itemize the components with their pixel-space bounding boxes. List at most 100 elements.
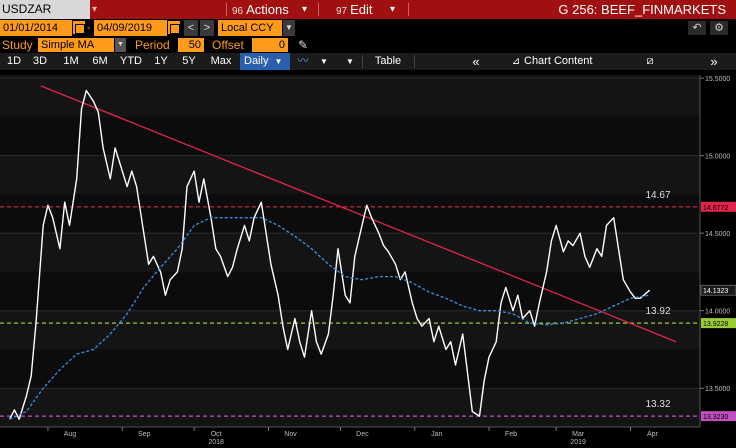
end-date-field[interactable]: 04/09/2019	[94, 20, 167, 36]
actions-label: Actions	[246, 2, 289, 17]
price-chart[interactable]: 14.67 13.92 13.32 13.5000 14.0000 14.5000 15.…	[0, 70, 736, 448]
x-tick-label: Jan	[431, 431, 442, 438]
period-input[interactable]: 50	[178, 38, 204, 52]
actions-caret-icon[interactable]: ▾	[302, 4, 308, 15]
chevron-down-icon: ▼	[274, 57, 283, 66]
actions-shortcut: 96	[232, 6, 244, 17]
study-select[interactable]: Simple MA	[38, 38, 114, 52]
line-chart-icon[interactable]: 〰	[297, 55, 309, 67]
chevron-down-icon[interactable]: ▼	[283, 20, 295, 36]
level-lines: 14.67 13.92 13.32	[0, 190, 700, 417]
background-band	[0, 233, 700, 272]
moving-average-line	[9, 217, 650, 420]
page-title: G 256: BEEF_FINMARKETS	[558, 2, 726, 17]
level-tag-label: 14.6772	[703, 205, 728, 212]
frequency-select[interactable]: Daily ▼	[240, 53, 290, 70]
gridlines	[0, 77, 700, 389]
edit-caret-icon[interactable]: ▾	[390, 4, 396, 15]
study-bar: Study Simple MA ▼ Period 50 Offset 0 ✎	[0, 37, 736, 53]
trendline-segment[interactable]	[40, 85, 677, 343]
x-tick-label: Sep	[138, 431, 151, 438]
y-tick-label: 14.0000	[705, 309, 730, 316]
x-tick-label: Nov	[284, 431, 297, 438]
timeframe-1d[interactable]: 1D	[6, 55, 22, 67]
offset-input[interactable]: 0	[252, 38, 288, 52]
background-band	[0, 75, 700, 117]
timeframe-max[interactable]: Max	[210, 55, 232, 67]
chart-toolbar: 1D 3D 1M 6M YTD 1Y 5Y Max Daily ▼ 〰 ▼ ▼ …	[0, 53, 736, 70]
edit-shortcut: 97	[336, 6, 348, 17]
undo-icon[interactable]: ↶	[688, 21, 706, 35]
trendline[interactable]	[40, 85, 677, 343]
timeframe-6m[interactable]: 6M	[92, 55, 108, 67]
background-band	[0, 194, 700, 234]
x-tick-year-label: 2019	[570, 439, 586, 446]
level-tag-label: 13.9228	[703, 321, 728, 328]
y-tick-label: 15.0000	[705, 154, 730, 161]
background-band	[0, 349, 700, 389]
divider	[414, 55, 415, 68]
background-bands	[0, 75, 700, 427]
y-tick-label: 13.5000	[705, 386, 730, 393]
level-label: 13.32	[645, 399, 670, 410]
settings-icon[interactable]: ⚙	[710, 21, 728, 35]
calendar-icon[interactable]	[168, 21, 180, 34]
divider	[408, 3, 409, 16]
currency-select[interactable]: Local CCY	[218, 20, 282, 36]
ticker-dropdown-icon[interactable]: ▾	[92, 4, 98, 15]
chart-content-icon: ⊿	[511, 56, 521, 67]
background-band	[0, 155, 700, 195]
table-button[interactable]: Table	[374, 55, 402, 67]
double-chevron-left-icon[interactable]: «	[472, 54, 480, 69]
x-tick-label: Feb	[505, 431, 517, 438]
y-tick-label: 14.5000	[705, 231, 730, 238]
timeframe-ytd[interactable]: YTD	[120, 55, 142, 67]
background-band	[0, 116, 700, 156]
chevron-down-icon[interactable]: ▼	[115, 38, 126, 52]
x-tick-year-label: 2018	[208, 439, 224, 446]
security-ticker[interactable]: USDZAR Curncy	[0, 0, 90, 35]
pencil-icon[interactable]: ✎	[297, 38, 309, 52]
study-label: Study	[2, 38, 33, 52]
x-tick-label: Mar	[572, 431, 585, 438]
edit-label: Edit	[350, 2, 373, 17]
divider	[226, 3, 227, 16]
level-tag	[701, 411, 736, 422]
level-label: 14.67	[645, 190, 670, 201]
edit-chart-icon[interactable]: ⧄	[646, 55, 654, 67]
level-tag	[701, 201, 736, 212]
chevron-down-icon[interactable]: ▼	[346, 57, 354, 66]
price-tags: 14.6772 13.9228 13.3230 14.1323	[700, 201, 736, 422]
x-tick-label: Oct	[211, 431, 222, 438]
next-range-icon[interactable]: >	[200, 20, 214, 36]
date-range-bar: 01/01/2014 - 04/09/2019 < > Local CCY ▼ …	[0, 19, 736, 37]
divider	[362, 55, 363, 68]
chevron-down-icon[interactable]: ▼	[320, 57, 328, 66]
timeframe-1m[interactable]: 1M	[63, 55, 79, 67]
timeframe-5y[interactable]: 5Y	[182, 55, 196, 67]
x-tick-label: Dec	[356, 431, 369, 438]
y-axis: 13.5000 14.0000 14.5000 15.0000 15.5000	[699, 75, 730, 427]
background-band	[0, 271, 700, 311]
background-band	[0, 388, 700, 427]
edit-menu-button[interactable]: 97 Edit	[336, 0, 373, 19]
background-band	[0, 310, 700, 350]
double-chevron-right-icon[interactable]: »	[710, 54, 718, 69]
calendar-icon[interactable]	[73, 21, 85, 34]
timeframe-1y[interactable]: 1Y	[154, 55, 168, 67]
chart-canvas[interactable]: 14.67 13.92 13.32 13.5000 14.0000 14.5000 15.…	[0, 70, 736, 448]
level-label: 13.92	[645, 306, 670, 317]
previous-range-icon[interactable]: <	[184, 20, 198, 36]
last-price-label: 14.1323	[703, 288, 728, 295]
chart-content-button[interactable]: Chart Content	[524, 55, 593, 67]
actions-menu-button[interactable]: 96 Actions	[232, 0, 289, 19]
series	[8, 89, 651, 420]
start-date-field[interactable]: 01/01/2014	[0, 20, 72, 36]
y-tick-label: 15.5000	[705, 76, 730, 83]
offset-label: Offset	[212, 38, 244, 52]
x-tick-label: Aug	[64, 431, 77, 438]
level-tag-label: 13.3230	[703, 414, 728, 421]
timeframe-3d[interactable]: 3D	[32, 55, 48, 67]
